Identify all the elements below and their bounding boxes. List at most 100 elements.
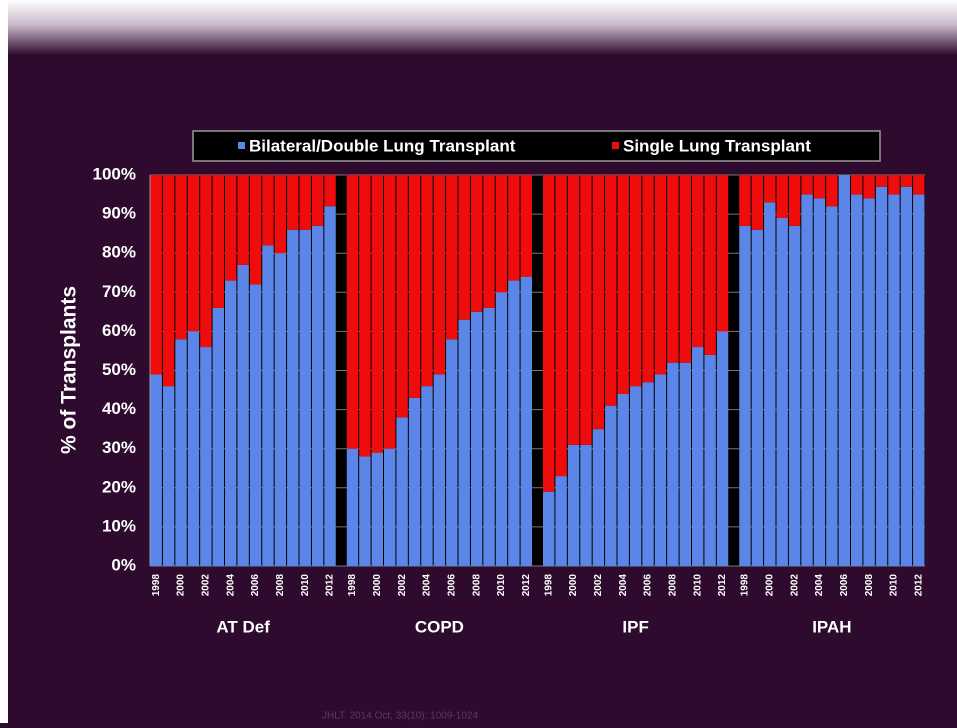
x-tick-label: 2008 (471, 574, 482, 597)
bar-single (287, 175, 299, 230)
bar-bilateral (617, 393, 629, 566)
bar-bilateral (826, 206, 838, 566)
bar-bilateral (605, 405, 617, 566)
bar-single (764, 175, 776, 203)
bar-bilateral (813, 198, 826, 566)
bar-single (150, 175, 162, 375)
bar-single (408, 175, 421, 398)
bar-single (716, 175, 729, 332)
y-tick-label: 0% (111, 555, 136, 574)
source-note: JHLT. 2014 Oct; 33(10): 1009-1024 (322, 711, 478, 722)
bar-single (212, 175, 224, 308)
bar-single (592, 175, 605, 430)
x-tick-label: 2000 (568, 574, 579, 597)
group-label: IPF (622, 617, 648, 636)
x-tick-label: 2010 (692, 574, 703, 597)
bar-single (433, 175, 446, 375)
bar-single (346, 175, 359, 449)
bar-bilateral (262, 245, 274, 566)
x-tick-label: 2008 (864, 574, 875, 597)
group-label: IPAH (812, 617, 851, 636)
bar-single (359, 175, 371, 457)
bar-single (863, 175, 875, 199)
bar-bilateral (274, 253, 287, 566)
x-tick-label: 2004 (618, 574, 629, 597)
bar-single (324, 175, 336, 207)
x-tick-label: 2010 (889, 574, 900, 597)
y-tick-label: 70% (102, 282, 136, 301)
x-tick-label: 2004 (422, 574, 433, 597)
bar-single (262, 175, 274, 246)
legend-label: Bilateral/Double Lung Transplant (249, 136, 516, 155)
bar-single (704, 175, 716, 355)
x-tick-label: 1998 (151, 574, 162, 597)
bar-bilateral (433, 374, 446, 566)
bar-bilateral (396, 417, 408, 566)
bar-single (384, 175, 396, 449)
x-tick-label: 2012 (717, 574, 728, 597)
x-tick-label: 2002 (397, 574, 408, 597)
bar-single (888, 175, 900, 195)
bar-bilateral (359, 456, 371, 566)
bar-bilateral (175, 339, 187, 566)
bar-bilateral (739, 225, 751, 566)
bar-bilateral (324, 206, 336, 566)
bar-single (175, 175, 187, 340)
x-tick-label: 2012 (521, 574, 532, 597)
bar-single (642, 175, 654, 383)
bar-single (458, 175, 470, 320)
bar-bilateral (458, 319, 470, 566)
bar-bilateral (555, 476, 567, 566)
x-tick-label: 1998 (740, 574, 751, 597)
bar-bilateral (580, 444, 592, 566)
bar-bilateral (371, 452, 383, 566)
bar-bilateral (311, 225, 324, 566)
x-tick-label: 2012 (325, 574, 336, 597)
bar-bilateral (187, 331, 200, 566)
bar-single (249, 175, 262, 285)
bar-bilateral (913, 194, 925, 567)
x-tick-label: 2004 (814, 574, 825, 597)
bar-single (483, 175, 495, 308)
bar-single (679, 175, 691, 363)
bar-bilateral (237, 264, 249, 566)
bar-bilateral (751, 229, 764, 567)
x-tick-label: 2008 (275, 574, 286, 597)
bar-bilateral (851, 194, 863, 567)
bar-single (788, 175, 801, 226)
bar-single (520, 175, 532, 277)
y-tick-label: 10% (102, 516, 136, 535)
x-tick-label: 2000 (176, 574, 187, 597)
bar-single (396, 175, 408, 418)
x-tick-label: 2002 (593, 574, 604, 597)
y-tick-label: 90% (102, 204, 136, 223)
bar-bilateral (346, 448, 359, 566)
legend-box (192, 130, 881, 162)
y-tick-label: 60% (102, 321, 136, 340)
bar-single (629, 175, 642, 387)
bar-bilateral (446, 339, 458, 566)
x-tick-label: 2000 (764, 574, 775, 597)
group-label: AT Def (216, 617, 270, 636)
bar-single (776, 175, 788, 219)
bar-single (299, 175, 311, 230)
bar-bilateral (679, 362, 691, 566)
bar-single (667, 175, 679, 363)
y-tick-label: 30% (102, 438, 136, 457)
bar-bilateral (483, 307, 495, 566)
bar-bilateral (788, 225, 801, 566)
bar-single (567, 175, 580, 445)
bar-single (617, 175, 629, 394)
bar-single (555, 175, 567, 477)
bar-bilateral (704, 354, 716, 566)
bar-single (605, 175, 617, 406)
bar-single (813, 175, 826, 199)
bar-bilateral (150, 374, 162, 566)
x-tick-label: 2006 (446, 574, 457, 597)
bar-bilateral (495, 292, 508, 566)
bar-bilateral (408, 397, 421, 566)
bar-bilateral (776, 218, 788, 566)
y-axis-label: % of Transplants (58, 286, 81, 454)
bar-bilateral (875, 186, 888, 567)
bar-bilateral (212, 307, 224, 566)
